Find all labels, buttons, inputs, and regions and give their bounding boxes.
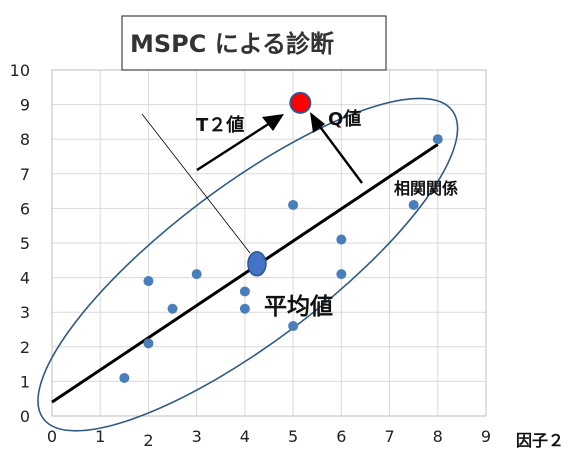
data-point <box>288 321 299 332</box>
q-arrow <box>317 123 363 184</box>
data-point <box>143 338 154 349</box>
t2-label: T２値 <box>196 114 244 136</box>
y-tick-label: 5 <box>20 234 30 253</box>
x-tick-label: 4 <box>240 427 250 446</box>
y-tick-label: 0 <box>20 407 30 426</box>
t2-arrow <box>196 121 271 172</box>
x-tick-label: 7 <box>384 427 394 446</box>
y-tick-label: 7 <box>20 165 30 184</box>
grid <box>51 69 487 417</box>
q-arrowhead <box>310 112 325 133</box>
anomaly-point <box>289 91 312 114</box>
x-axis-ticks: 0 1 2 3 4 5 6 7 8 9 <box>47 427 491 450</box>
y-tick-label: 9 <box>20 96 30 115</box>
t2-arrowhead <box>262 114 284 131</box>
y-axis-ticks: 0 1 2 3 4 5 6 7 8 9 10 <box>10 61 30 426</box>
x-tick-label: 3 <box>192 427 202 446</box>
x-tick-label: 0 <box>47 427 57 446</box>
x-tick-label: 8 <box>433 427 443 446</box>
mean-label: 平均値 <box>264 293 333 320</box>
correlation-label: 相関関係 <box>394 179 458 198</box>
y-tick-label: 3 <box>20 303 30 322</box>
correlation-line <box>51 143 439 404</box>
data-point <box>167 303 178 314</box>
y-tick-label: 1 <box>20 372 30 391</box>
q-label: Q値 <box>328 108 361 130</box>
data-point <box>239 286 250 297</box>
mean-leader-line <box>141 113 251 254</box>
data-point <box>408 199 419 210</box>
title-box <box>121 15 387 71</box>
x-tick-label: 2 <box>143 431 153 450</box>
data-point <box>143 276 154 287</box>
data-point <box>119 372 130 383</box>
y-tick-label: 2 <box>20 338 30 357</box>
y-tick-label: 10 <box>10 61 30 80</box>
x-tick-label: 6 <box>336 427 346 446</box>
data-point <box>336 234 347 245</box>
x-tick-label: 5 <box>288 427 298 446</box>
mean-point <box>247 251 267 277</box>
data-point <box>288 199 299 210</box>
data-point <box>336 269 347 280</box>
chart-title: MSPC による診断 <box>130 30 334 58</box>
data-point <box>432 134 443 145</box>
data-points <box>119 91 443 383</box>
x-tick-label: 1 <box>95 427 105 446</box>
x-axis-label: 因子２ <box>516 431 564 450</box>
data-point <box>239 303 250 314</box>
y-tick-label: 8 <box>20 130 30 149</box>
x-tick-label: 9 <box>481 427 491 446</box>
annotations: T２値 Q値 相関関係 平均値 <box>141 108 458 320</box>
data-point <box>191 269 202 280</box>
y-tick-label: 6 <box>20 199 30 218</box>
y-tick-label: 4 <box>20 269 30 288</box>
